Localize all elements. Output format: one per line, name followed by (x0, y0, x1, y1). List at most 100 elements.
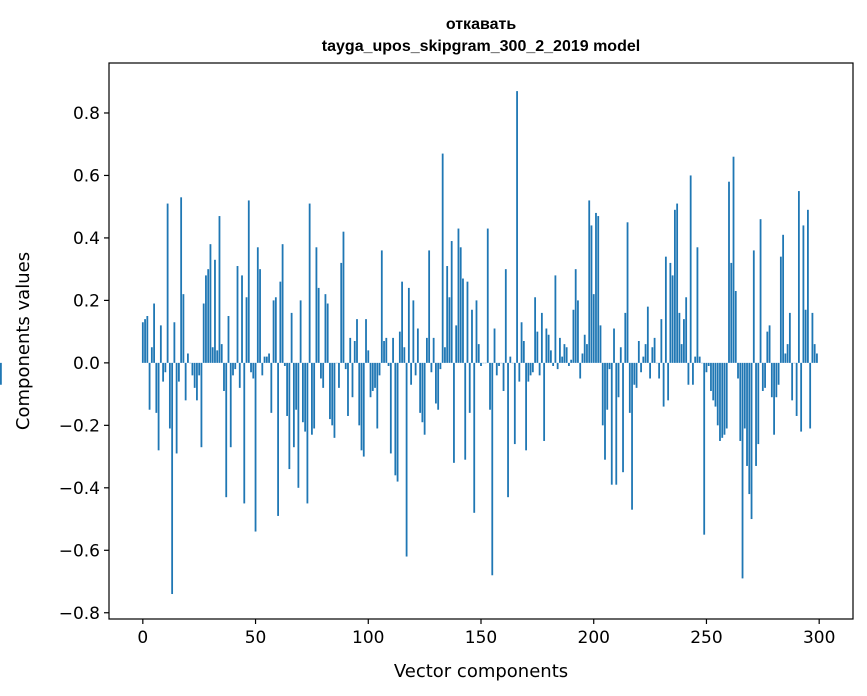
bar (586, 344, 588, 363)
bar (671, 275, 674, 363)
bar (595, 212, 597, 363)
bar (380, 250, 383, 363)
bar (752, 250, 755, 363)
bar (297, 362, 300, 488)
bar (378, 362, 381, 376)
bar (236, 266, 239, 363)
bar-series (0, 91, 818, 595)
bar (660, 319, 663, 363)
bar (389, 362, 392, 454)
bar (743, 362, 746, 429)
bar (311, 362, 313, 435)
bar (574, 269, 577, 363)
bar (737, 362, 739, 379)
x-tick-label: 100 (352, 628, 384, 648)
bar (356, 319, 358, 363)
bar (662, 362, 665, 407)
bar (538, 362, 541, 376)
bar (301, 362, 304, 423)
bar (317, 287, 320, 363)
bar (205, 275, 207, 363)
bar (545, 328, 548, 363)
bar (281, 244, 284, 363)
bar (279, 281, 282, 363)
chart-subtitle: tayga_upos_skipgram_300_2_2019 model (322, 38, 640, 55)
bar (759, 219, 762, 363)
bar (757, 362, 760, 445)
bar (396, 362, 399, 482)
bar (146, 316, 149, 363)
bar (572, 309, 575, 363)
bar (498, 362, 500, 366)
bar (658, 362, 661, 379)
bar (326, 303, 329, 363)
bar (234, 362, 237, 370)
bar (252, 362, 255, 379)
bar (374, 362, 376, 388)
bar (193, 362, 196, 388)
bar (430, 362, 433, 373)
bar (464, 362, 467, 460)
bar (786, 344, 789, 363)
bar (692, 362, 694, 385)
bar (423, 362, 426, 435)
bar (782, 234, 785, 363)
bar (299, 300, 302, 363)
bar (608, 362, 611, 370)
bar (809, 362, 812, 429)
bar (338, 362, 340, 388)
bar (770, 362, 773, 398)
bar (144, 319, 146, 363)
bar (768, 325, 771, 363)
bar (254, 362, 257, 532)
bar (419, 362, 422, 413)
x-tick-label: 250 (690, 628, 722, 648)
bar (403, 347, 406, 363)
bar (788, 312, 791, 363)
bar (678, 312, 681, 363)
x-tick-label: 150 (465, 628, 497, 648)
bar (613, 328, 615, 363)
bar (439, 362, 442, 370)
bar (229, 362, 232, 448)
bar (725, 362, 728, 429)
bar (509, 356, 512, 363)
bar (164, 362, 167, 373)
bar (211, 347, 214, 363)
bar (405, 362, 408, 557)
bar (432, 337, 435, 363)
bar (547, 334, 550, 363)
bar (209, 244, 212, 363)
bar (592, 294, 595, 363)
bar (615, 362, 618, 485)
bar (766, 331, 769, 363)
bar (565, 347, 568, 363)
bar (540, 312, 543, 363)
bar (196, 362, 198, 401)
bar (732, 156, 735, 363)
bar (516, 91, 518, 363)
bar (775, 362, 778, 398)
bar (480, 362, 482, 366)
bar (277, 362, 279, 516)
bar (225, 362, 228, 498)
y-tick-label: −0.6 (59, 541, 100, 561)
bar (171, 362, 174, 595)
bar (263, 356, 266, 363)
bar (392, 337, 394, 363)
bar (816, 353, 818, 363)
bar (579, 362, 582, 379)
bar (468, 362, 471, 413)
bar (741, 362, 744, 579)
bar (750, 362, 753, 520)
bar (734, 291, 737, 363)
bar (504, 269, 507, 363)
x-axis-ticks: 0 50 100 150 200 250 300 (137, 619, 835, 648)
x-axis-label: Vector components (394, 661, 568, 682)
bar (198, 362, 201, 376)
bar (683, 319, 685, 363)
bar (710, 362, 712, 391)
bar (227, 316, 230, 363)
bar (202, 303, 205, 363)
